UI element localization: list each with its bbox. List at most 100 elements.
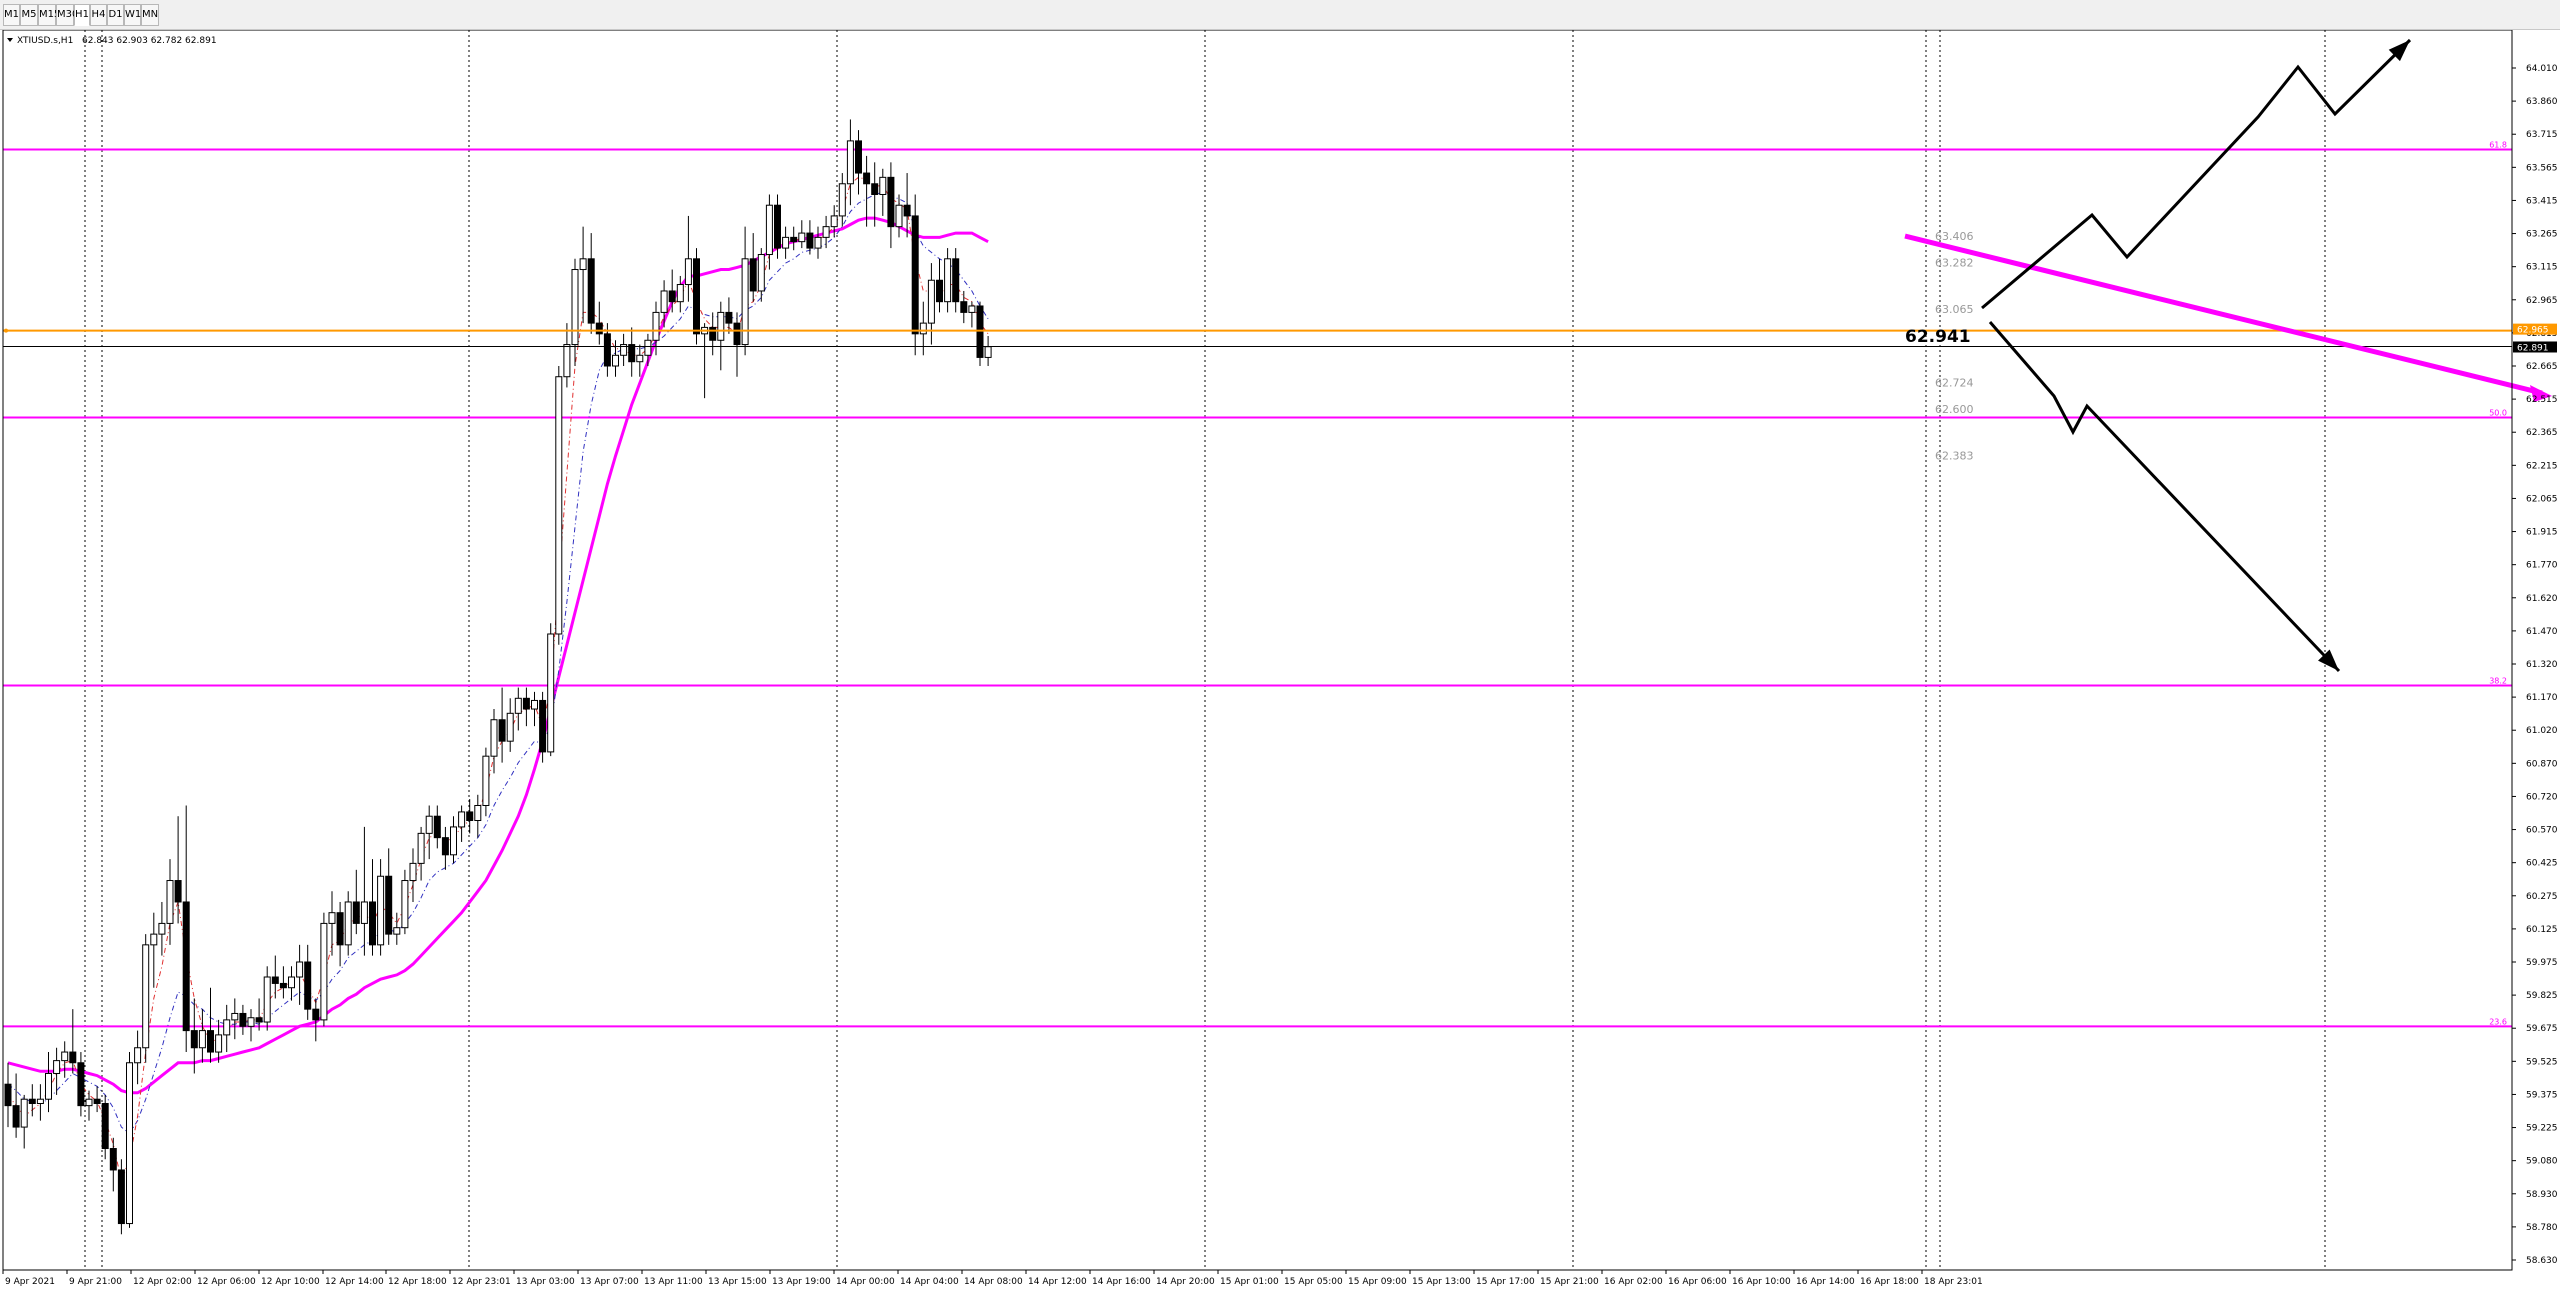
bullish-candle: [328, 912, 336, 924]
bearish-candle: [749, 258, 757, 292]
tab-m15[interactable]: M15: [38, 4, 60, 26]
gray-level-label: 63.406: [1935, 230, 1974, 243]
bullish-candle: [579, 258, 587, 271]
bearish-candle: [28, 1098, 36, 1104]
tab-w1[interactable]: W1: [124, 4, 141, 26]
bullish-candle: [612, 354, 619, 367]
bullish-candle: [320, 922, 328, 1021]
tab-h1[interactable]: H1: [74, 4, 90, 26]
bearish-candle: [936, 279, 943, 303]
price-tick-label: 63.565: [2526, 163, 2558, 173]
gray-level-label: 62.383: [1935, 449, 1974, 462]
bullish-candle: [927, 279, 935, 324]
plot-frame: [2, 30, 2513, 1271]
price-tick-label: 60.570: [2526, 826, 2558, 836]
tab-h4[interactable]: H4: [90, 4, 107, 26]
time-tick-label: 9 Apr 21:00: [69, 1277, 122, 1287]
bullish-candle: [61, 1051, 69, 1062]
bearish-candle: [887, 176, 895, 228]
tab-m1[interactable]: M1: [3, 4, 20, 26]
bullish-candle: [409, 862, 417, 882]
gray-level-label: 63.282: [1935, 257, 1974, 270]
bearish-candle: [174, 880, 182, 903]
time-tick-label: 15 Apr 09:00: [1348, 1277, 1407, 1287]
tab-m30[interactable]: M30: [56, 4, 78, 26]
price-tick-label: 64.010: [2526, 64, 2558, 74]
bullish-candle: [757, 254, 765, 292]
bearish-candle: [336, 912, 344, 946]
bullish-candle: [288, 976, 295, 989]
time-tick-label: 13 Apr 15:00: [708, 1277, 767, 1287]
time-tick-label: 18 Apr 23:01: [1924, 1277, 1983, 1287]
bearish-candle: [190, 1030, 198, 1049]
price-tick-label: 59.675: [2526, 1024, 2558, 1034]
time-tick-label: 14 Apr 20:00: [1156, 1277, 1215, 1287]
chart-header: XTIUSD.s,H1 62.843 62.903 62.782 62.891: [7, 36, 217, 46]
symbol-label: XTIUSD.s,H1: [17, 36, 73, 46]
gray-level-label: 62.724: [1935, 376, 1974, 389]
bullish-candle: [620, 344, 628, 356]
price-tick-label: 63.860: [2526, 97, 2558, 107]
price-tick-label: 58.930: [2526, 1190, 2558, 1200]
bullish-scenario-arrow-head: [2388, 40, 2410, 62]
bullish-candle: [644, 339, 652, 356]
bearish-candle: [595, 322, 603, 335]
bearish-candle: [709, 326, 717, 341]
price-tick-label: 61.170: [2526, 693, 2558, 703]
bearish-candle: [790, 236, 798, 243]
price-tick-label: 63.415: [2526, 196, 2558, 206]
bullish-candle: [85, 1098, 93, 1107]
bearish-candle: [522, 697, 530, 710]
bearish-candle: [976, 305, 984, 358]
bearish-candle: [385, 875, 393, 935]
bullish-candle: [563, 344, 571, 378]
bullish-candle: [166, 880, 174, 924]
price-tick-label: 63.115: [2526, 263, 2558, 273]
tab-d1[interactable]: D1: [107, 4, 124, 26]
big-price-label: 62.941: [1905, 327, 1971, 347]
time-tick-label: 14 Apr 16:00: [1092, 1277, 1151, 1287]
orange-price-box-label: 62.965: [2517, 326, 2549, 336]
bullish-candle: [20, 1098, 28, 1128]
bearish-candle: [725, 311, 733, 324]
bullish-candle: [944, 258, 952, 303]
bearish-candle: [466, 811, 474, 822]
bearish-candle: [960, 301, 968, 313]
bullish-candle: [895, 204, 903, 228]
bearish-candle: [587, 258, 595, 324]
bullish-candle: [676, 284, 684, 303]
price-tick-label: 61.020: [2526, 726, 2558, 736]
price-tick-label: 63.715: [2526, 130, 2558, 140]
time-tick-label: 15 Apr 05:00: [1284, 1277, 1343, 1287]
price-tick-label: 62.665: [2526, 362, 2558, 372]
bearish-candle: [774, 204, 781, 249]
bullish-candle: [215, 1034, 223, 1053]
bullish-candle: [474, 804, 482, 822]
timeframe-toolbar: M1 M5 M15 M30 H1 H4 D1 W1 MN: [0, 0, 2560, 30]
bearish-candle: [693, 258, 700, 335]
current-price-box-label: 62.891: [2517, 343, 2549, 353]
bullish-candle: [296, 961, 304, 978]
price-tick-label: 61.620: [2526, 594, 2558, 604]
price-tick-label: 59.525: [2526, 1057, 2558, 1067]
price-tick-label: 62.215: [2526, 461, 2558, 471]
bullish-candle: [798, 232, 806, 243]
bullish-candle: [506, 712, 514, 742]
collapse-triangle-icon[interactable]: [7, 38, 13, 42]
time-tick-label: 13 Apr 07:00: [580, 1277, 639, 1287]
time-tick-label: 9 Apr 2021: [5, 1277, 55, 1287]
bullish-candle: [417, 832, 425, 864]
bullish-candle: [490, 719, 498, 757]
time-tick-label: 15 Apr 13:00: [1412, 1277, 1471, 1287]
price-tick-label: 59.080: [2526, 1157, 2558, 1167]
bullish-candle: [782, 236, 790, 249]
price-tick-label: 60.125: [2526, 925, 2558, 935]
tab-m5[interactable]: M5: [20, 4, 38, 26]
price-tick-label: 63.265: [2526, 230, 2558, 240]
price-chart[interactable]: 61.8 50.0 38.2 23.6 63.406 63.282 63.065 62.72…: [0, 30, 2560, 1290]
bullish-candle: [393, 927, 401, 935]
bearish-scenario-arrow: [1988, 321, 2341, 673]
price-tick-label: 60.425: [2526, 859, 2558, 869]
bullish-candle: [425, 815, 433, 834]
tab-mn[interactable]: MN: [141, 4, 159, 26]
